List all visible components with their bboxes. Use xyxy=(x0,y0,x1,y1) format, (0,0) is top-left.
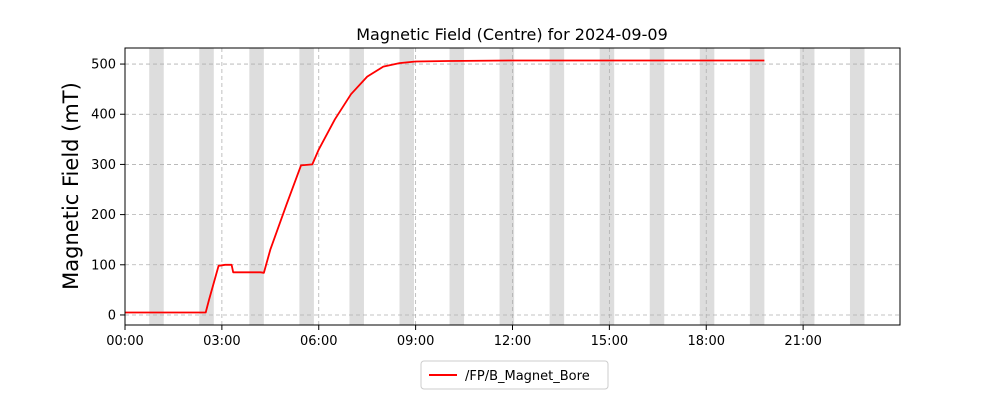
shaded-band xyxy=(349,48,364,325)
legend-entry-label: /FP/B_Magnet_Bore xyxy=(465,369,590,384)
shaded-band xyxy=(249,48,264,325)
y-tick-label: 400 xyxy=(91,108,116,123)
shaded-band xyxy=(699,48,715,325)
shaded-band xyxy=(449,48,465,325)
x-axis-ticks: 00:00 03:00 06:00 09:00 12:00 15:00 18:00 21:00 xyxy=(106,325,822,349)
x-tick-label: 21:00 xyxy=(784,334,821,349)
grid-lines xyxy=(124,48,900,325)
legend[interactable]: /FP/B_Magnet_Bore xyxy=(420,360,609,390)
shaded-band xyxy=(399,48,415,325)
shaded-band xyxy=(799,48,815,325)
x-tick-label: 03:00 xyxy=(203,334,240,349)
shaded-band xyxy=(649,48,665,325)
y-axis-label: Magnetic Field (mT) xyxy=(59,82,83,290)
series-layer xyxy=(125,59,765,314)
x-tick-label: 09:00 xyxy=(397,334,434,349)
x-tick-label: 15:00 xyxy=(591,334,628,349)
series-line xyxy=(125,59,765,314)
shaded-band xyxy=(199,48,214,325)
y-tick-label: 0 xyxy=(108,308,116,323)
y-tick-label: 100 xyxy=(91,258,116,273)
y-tick-label: 500 xyxy=(91,58,116,73)
shaded-bands xyxy=(149,48,865,325)
shaded-band xyxy=(749,48,765,325)
shaded-band xyxy=(299,48,314,325)
y-tick-label: 200 xyxy=(91,208,116,223)
chart-title: Magnetic Field (Centre) for 2024-09-09 xyxy=(356,25,668,44)
shaded-band xyxy=(149,48,164,325)
y-tick-label: 300 xyxy=(91,158,116,173)
shaded-band xyxy=(549,48,565,325)
y-axis-ticks: 0 100 200 300 400 500 xyxy=(91,58,125,323)
shaded-band xyxy=(849,48,865,325)
x-tick-label: 12:00 xyxy=(494,334,531,349)
x-tick-label: 06:00 xyxy=(300,334,337,349)
x-tick-label: 00:00 xyxy=(106,334,143,349)
shaded-band xyxy=(499,48,515,325)
shaded-band xyxy=(599,48,615,325)
legend-box xyxy=(420,360,609,390)
x-tick-label: 18:00 xyxy=(688,334,725,349)
